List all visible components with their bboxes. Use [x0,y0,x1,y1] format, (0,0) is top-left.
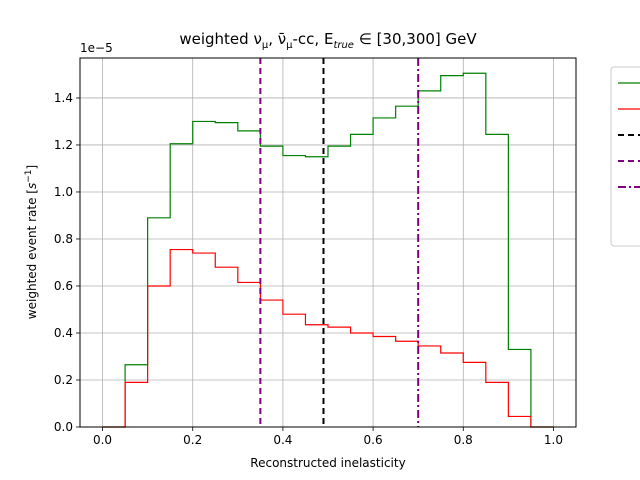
axes-frame [79,57,577,428]
histogram-series-1 [102,248,554,428]
x-tick-label-4: 0.8 [454,433,473,447]
y-axis-label: weighted event rate [s−1] [24,165,39,319]
grid-lines [80,58,576,428]
y-tick-label-3: 0.6 [54,279,73,293]
legend-box [610,66,640,247]
y-tick-label-6: 1.2 [54,138,73,152]
x-tick-label-3: 0.6 [364,433,383,447]
y-tick-label-0: 0.0 [54,420,73,434]
x-axis-ticks: 0.0 0.2 0.4 0.6 0.8 1.0 [93,427,563,447]
x-tick-label-0: 0.0 [93,433,112,447]
y-tick-label-1: 0.2 [54,373,73,387]
x-axis-label: Reconstructed inelasticity [250,456,405,470]
series-layer [102,72,554,428]
y-tick-label-2: 0.4 [54,326,73,340]
y-tick-label-7: 1.4 [54,91,73,105]
histogram-series-0 [102,72,554,428]
y-tick-label-5: 1.0 [54,185,73,199]
y-axis-ticks: 0.0 0.2 0.4 0.6 0.8 1.0 1.2 1.4 [54,91,80,434]
y-offset-text: 1e−5 [80,41,113,55]
y-tick-label-4: 0.8 [54,232,73,246]
x-tick-label-2: 0.4 [273,433,292,447]
chart-title: weighted νμ, ν̄μ-cc, Etrue ∈ [30,300] Ge… [179,30,477,51]
legend [610,66,640,247]
x-tick-label-1: 0.2 [183,433,202,447]
vertical-lines [259,58,420,427]
x-tick-label-5: 1.0 [544,433,563,447]
